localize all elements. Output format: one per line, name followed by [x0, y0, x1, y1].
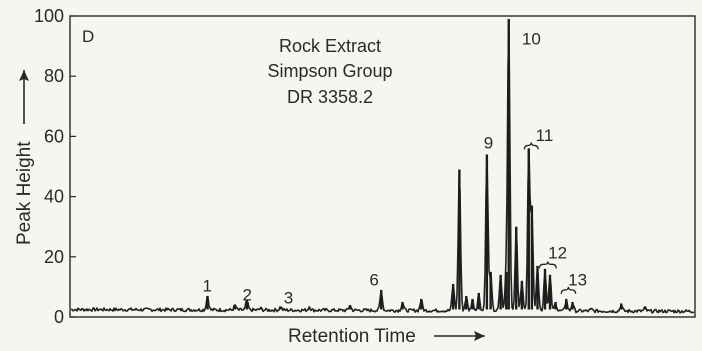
y-tick-label: 0 — [54, 307, 64, 327]
peak-number-label: 9 — [484, 133, 493, 152]
annotation-line-2: Simpson Group — [267, 61, 392, 81]
y-axis-title: Peak Height — [14, 70, 35, 245]
plot-frame — [69, 15, 696, 318]
peak-number-label: 3 — [284, 288, 293, 307]
y-tick-label: 80 — [44, 66, 64, 86]
y-tick-label: 40 — [44, 187, 64, 207]
panel-label: D — [82, 27, 94, 46]
peak-group-bracket — [523, 142, 539, 150]
x-axis-arrow-icon — [434, 331, 485, 341]
peak-group-bracket — [538, 261, 557, 269]
x-axis-title: Retention Time — [288, 326, 485, 347]
annotation-line-1: Rock Extract — [279, 36, 381, 56]
peak-group-bracket — [560, 286, 577, 294]
y-tick-label: 60 — [44, 126, 64, 146]
trace-group — [70, 19, 695, 314]
y-axis-label: Peak Height — [14, 141, 35, 245]
x-axis-label: Retention Time — [288, 326, 416, 347]
y-tick-label: 20 — [44, 247, 64, 267]
annotation-line-3: DR 3358.2 — [287, 87, 373, 107]
y-tick-label: 100 — [34, 6, 64, 26]
peak-number-label: 10 — [522, 30, 541, 49]
axes-group: 0 20 40 60 80 100 — [34, 6, 696, 327]
peak-number-label: 12 — [548, 243, 567, 262]
peak-number-label: 1 — [203, 276, 212, 295]
peak-number-label: 6 — [369, 270, 378, 289]
peak-number-label: 11 — [536, 126, 554, 145]
peak-number-label: 13 — [568, 270, 587, 289]
y-axis-arrow-icon — [19, 70, 29, 124]
peak-number-label: 2 — [243, 285, 252, 304]
